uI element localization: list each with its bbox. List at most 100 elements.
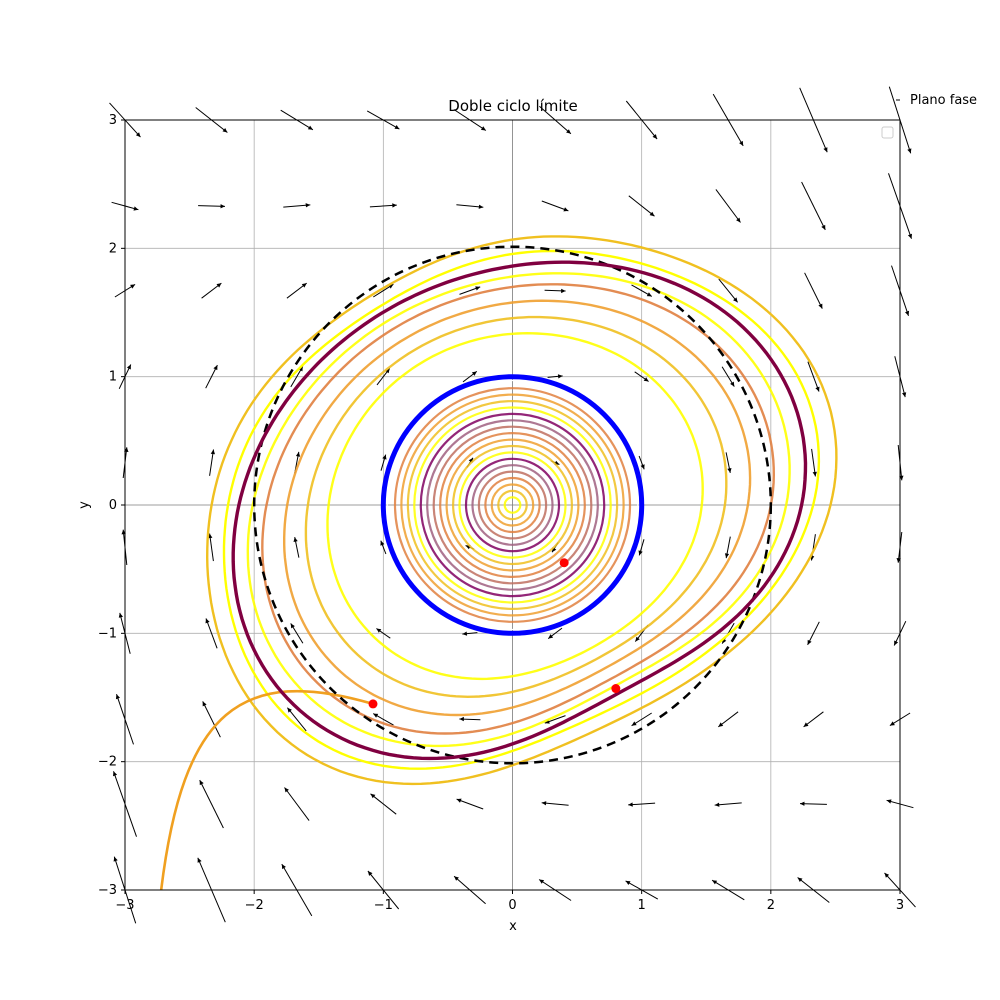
quiver-arrowhead <box>712 880 718 885</box>
inner-spiral-loop <box>452 444 574 566</box>
x-tick-label: 1 <box>638 898 646 913</box>
quiver-arrowhead <box>385 368 390 374</box>
quiver-arrowhead <box>392 203 397 208</box>
inner-spiral-loop <box>471 464 554 546</box>
quiver-arrowhead <box>894 640 899 646</box>
quiver-arrowhead <box>902 392 907 398</box>
quiver-arrowhead <box>821 224 826 230</box>
quiver-arrowhead <box>478 204 484 209</box>
quiver-arrow <box>456 204 484 208</box>
reference-circle <box>252 245 773 765</box>
inner-spiral-loop <box>400 393 625 617</box>
outer-trajectory <box>222 249 821 770</box>
quiver-arrowhead <box>640 464 645 470</box>
quiver-arrowhead <box>199 780 204 786</box>
inner-spiral-loop <box>432 425 593 585</box>
initial-point <box>611 684 621 694</box>
quiver-arrowhead <box>907 148 912 154</box>
quiver-arrowhead <box>301 283 307 288</box>
inner-limit-cycle-highlight <box>386 379 639 631</box>
quiver-arrowhead <box>807 639 812 645</box>
initial-point <box>559 558 569 568</box>
quiver-arrow <box>628 802 656 806</box>
quiver-arrow <box>198 205 226 207</box>
quiver-arrowhead <box>815 386 820 392</box>
quiver-arrowhead <box>454 876 459 881</box>
x-tick-label: 2 <box>767 898 775 913</box>
quiver-arrow <box>541 200 569 212</box>
initial-points <box>368 558 621 709</box>
inner-spiral-loop <box>426 419 599 591</box>
quiver-arrowhead <box>307 125 313 130</box>
quiver-arrow <box>209 533 214 562</box>
grid-lines <box>124 119 901 891</box>
quiver-arrowhead <box>208 533 213 539</box>
quiver-arrowhead <box>557 374 563 379</box>
y-axis-label: y <box>77 501 92 509</box>
legend-box: Plano fase <box>881 93 977 139</box>
quiver-arrowhead <box>625 880 631 885</box>
transient-trajectory <box>304 315 728 699</box>
quiver-arrowhead <box>471 371 477 376</box>
quiver-arrowhead <box>462 631 468 636</box>
quiver-arrowhead <box>376 628 382 633</box>
quiver-arrow <box>456 798 484 810</box>
quiver-arrowhead <box>213 365 218 371</box>
x-axis-label: x <box>509 919 517 934</box>
inner-spiral-loop <box>497 489 528 521</box>
quiver-arrowhead <box>635 636 640 642</box>
quiver-arrowhead <box>797 877 803 882</box>
quiver-arrowhead <box>628 802 633 807</box>
y-tick-label: 2 <box>109 241 117 256</box>
quiver-arrowhead <box>638 550 643 556</box>
legend-label: Plano fase <box>910 93 977 108</box>
inner-spiral-loop <box>484 476 541 534</box>
escaping-trajectory <box>159 689 374 890</box>
x-tick-label: 3 <box>896 898 904 913</box>
legend-inner-swatch <box>881 126 894 139</box>
inner-spiral-loop <box>419 412 606 598</box>
quiver-arrowhead <box>539 879 545 884</box>
quiver-arrow <box>807 361 820 392</box>
quiver-arrowhead <box>133 206 139 211</box>
quiver-arrow <box>284 787 310 821</box>
quiver-arrowhead <box>113 856 118 862</box>
quiver-arrowhead <box>287 707 292 713</box>
quiver-arrow <box>370 793 397 815</box>
quiver-arrowhead <box>561 288 566 294</box>
quiver-arrowhead <box>475 286 481 291</box>
quiver-arrowhead <box>281 864 286 870</box>
quiver-arrowhead <box>818 303 823 309</box>
x-tick-label: 0 <box>508 898 516 913</box>
quiver-arrowhead <box>222 128 228 133</box>
quiver-arrow <box>801 181 826 231</box>
x-tick-label: −3 <box>115 898 134 913</box>
quiver-arrowhead <box>631 721 637 726</box>
inner-spiral-loop <box>445 438 580 572</box>
chart-title: Doble ciclo límite <box>448 97 577 115</box>
quiver-arrowhead <box>566 129 571 134</box>
quiver-arrowhead <box>456 798 462 803</box>
inner-spiral-loop <box>406 400 619 611</box>
quiver-arrowhead <box>380 540 385 546</box>
inner-spiral-loop <box>464 457 561 553</box>
quiver-arrow <box>811 448 816 477</box>
y-tick-label: 1 <box>109 370 117 385</box>
outer-trajectory <box>205 235 838 786</box>
quiver-arrow <box>199 779 224 829</box>
quiver-arrow <box>205 618 218 649</box>
quiver-arrowhead <box>210 449 215 455</box>
quiver-arrowhead <box>803 722 809 727</box>
quiver-arrowhead <box>800 801 805 806</box>
trajectories <box>159 235 838 890</box>
quiver-arrowhead <box>290 623 295 629</box>
quiver-arrowhead <box>649 211 655 217</box>
quiver-arrowhead <box>480 126 486 131</box>
limit-cycles <box>231 245 808 765</box>
quiver-arrowhead <box>730 381 735 387</box>
x-tick-label: −2 <box>245 898 264 913</box>
quiver-arrow <box>287 707 307 732</box>
initial-point <box>368 699 378 709</box>
transient-trajectory <box>261 283 776 735</box>
quiver-arrowhead <box>643 377 649 382</box>
